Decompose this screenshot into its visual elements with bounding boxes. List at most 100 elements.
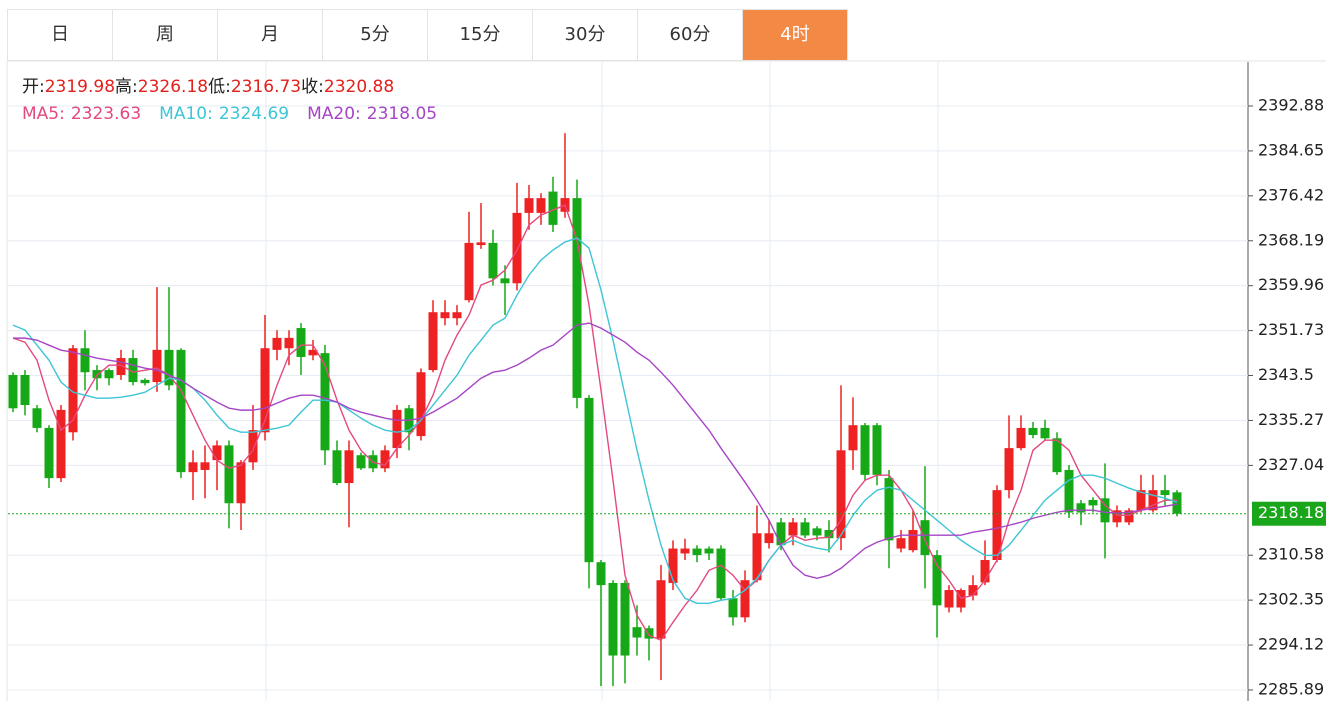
ma-line (12, 237, 1178, 604)
y-tick-label: 2392.88 (1258, 95, 1324, 114)
y-tick-label: 2359.96 (1258, 275, 1324, 294)
candle-body (656, 580, 666, 639)
y-tick-label: 2335.27 (1258, 410, 1324, 429)
candle-body (980, 560, 990, 583)
candle-body (776, 522, 786, 546)
period-tab[interactable]: 月 (218, 10, 323, 60)
y-tick-label: 2368.19 (1258, 230, 1324, 249)
candle-body (800, 522, 810, 536)
candle-body (440, 312, 450, 319)
candle-body (356, 455, 366, 469)
candle-body (716, 548, 726, 599)
candle-body (752, 533, 762, 581)
y-tick-label: 2302.35 (1258, 590, 1324, 609)
ma-row: MA5: 2323.63 MA10: 2324.69 MA20: 2318.05 (22, 101, 455, 128)
candle-body (884, 478, 894, 541)
y-tick-label: 2310.58 (1258, 545, 1324, 564)
candle-body (632, 627, 642, 638)
candle-body (1028, 427, 1038, 436)
ohlc-row: 开:2319.98高:2326.18低:2316.73收:2320.88 (22, 74, 455, 101)
candle-body (1052, 438, 1062, 473)
candle-body (1112, 510, 1122, 523)
last-price-box (1252, 501, 1326, 526)
candle-body (920, 520, 930, 556)
candle-body (536, 198, 546, 213)
candle-body (152, 349, 162, 383)
candle-body (188, 462, 198, 473)
candle-body (20, 374, 30, 405)
candle-body (620, 582, 630, 656)
info-value: 2319.98 (44, 77, 116, 97)
candle-body (224, 445, 234, 504)
candle-body (572, 198, 582, 398)
candle-body (968, 585, 978, 596)
ma-label: MA5: (22, 104, 65, 124)
info-label: 低: (208, 77, 231, 97)
candle-body (128, 358, 138, 383)
candle-body (584, 397, 594, 563)
y-tick-label: 2384.65 (1258, 140, 1324, 159)
candle-body (500, 278, 510, 284)
period-tab[interactable]: 周 (113, 10, 218, 60)
y-tick-label: 2351.73 (1258, 320, 1324, 339)
candle-body (452, 312, 462, 319)
candle-body (416, 372, 426, 437)
candle-body (1016, 427, 1026, 449)
candle-body (176, 349, 186, 473)
y-tick-label: 2285.89 (1258, 679, 1324, 698)
ma-label: MA20: (307, 104, 361, 124)
last-price-label: 2318.18 (1258, 503, 1324, 522)
candle-body (1076, 503, 1086, 513)
candle-body (344, 450, 354, 484)
candle-body (464, 242, 474, 301)
candle-body (1100, 498, 1110, 523)
candle-body (1124, 510, 1134, 523)
period-tab[interactable]: 60分 (638, 10, 743, 60)
candle-body (428, 312, 438, 371)
candle-body (392, 409, 402, 449)
info-panel: 开:2319.98高:2326.18低:2316.73收:2320.88 MA5… (22, 74, 455, 128)
candle-body (908, 529, 918, 551)
candle-body (740, 580, 750, 618)
candle-body (8, 374, 18, 409)
candle-body (488, 242, 498, 279)
candle-body (236, 462, 246, 504)
candle-body (32, 408, 42, 428)
ma-line (13, 322, 1178, 579)
info-label: 高: (115, 77, 138, 97)
candle-body (704, 548, 714, 554)
candle-body (320, 353, 330, 451)
candle-body (512, 212, 522, 284)
candle-body (524, 198, 534, 213)
y-tick-label: 2294.12 (1258, 635, 1324, 654)
candle-body (56, 409, 66, 479)
candle-body (248, 430, 258, 463)
candle-body (872, 425, 882, 475)
period-tab[interactable]: 30分 (533, 10, 638, 60)
candle-body (272, 337, 282, 350)
candle-body (1148, 490, 1158, 511)
y-tick-label: 2376.42 (1258, 185, 1324, 204)
period-tab[interactable]: 日 (8, 10, 113, 60)
period-tabs: 日周月 5分 15分 30分 60分 4时 (7, 9, 848, 61)
candle-body (104, 370, 114, 379)
candle-body (788, 522, 798, 536)
info-value: 2320.88 (323, 77, 395, 97)
candle-body (860, 425, 870, 475)
candle-body (608, 582, 618, 656)
ma-value: 2318.05 (366, 104, 438, 124)
candle-body (896, 538, 906, 549)
candle-body (296, 328, 306, 357)
candle-body (92, 370, 102, 379)
period-tab[interactable]: 15分 (428, 10, 533, 60)
period-tab[interactable]: 4时 (743, 10, 848, 60)
candle-body (944, 590, 954, 608)
candle-body (116, 358, 126, 375)
candle-body (992, 490, 1002, 561)
period-tab[interactable]: 5分 (323, 10, 428, 60)
candle-body (692, 548, 702, 556)
candle-body (164, 349, 174, 386)
info-value: 2316.73 (230, 77, 302, 97)
